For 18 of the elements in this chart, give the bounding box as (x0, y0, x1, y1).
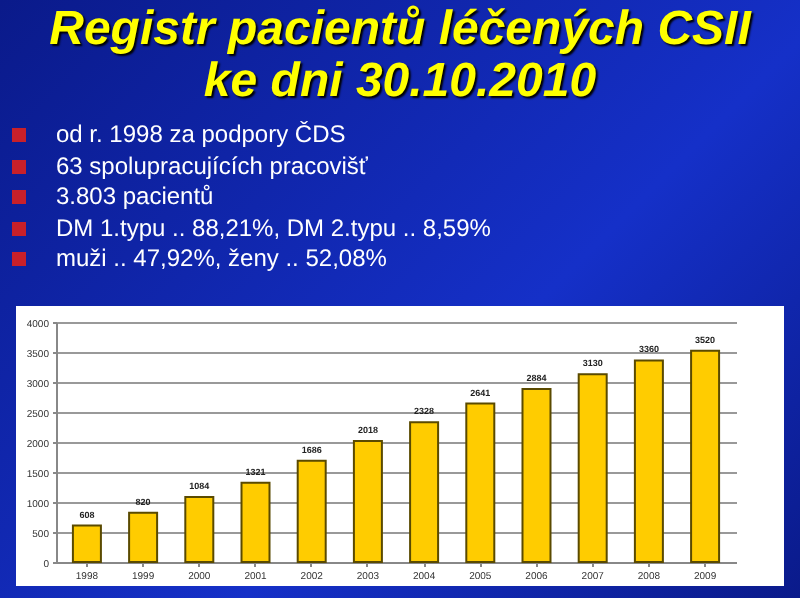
text: muži .. 47,92%, ženy .. 52,08% (56, 244, 389, 275)
text: 3.803 pacientů (56, 182, 216, 213)
bar (352, 439, 383, 563)
text: 63 spolupracujících pracovišť (56, 151, 370, 182)
text: DM 1.typu .. 88,21%, DM 2.typu .. 8,59% (56, 213, 493, 244)
bar (690, 349, 721, 563)
bar (240, 481, 271, 563)
bar (633, 359, 664, 563)
bar (296, 459, 327, 563)
bar (128, 511, 159, 563)
bar (465, 402, 496, 563)
chart-title: Registr pacientů léčených CSII ke dni 30.10.2010 (47, 2, 754, 108)
bar (409, 421, 440, 563)
bar (71, 524, 102, 563)
bar (521, 387, 552, 563)
bar (577, 373, 608, 563)
bar (184, 495, 215, 563)
text: od r. 1998 za podpory ČDS (56, 120, 348, 151)
